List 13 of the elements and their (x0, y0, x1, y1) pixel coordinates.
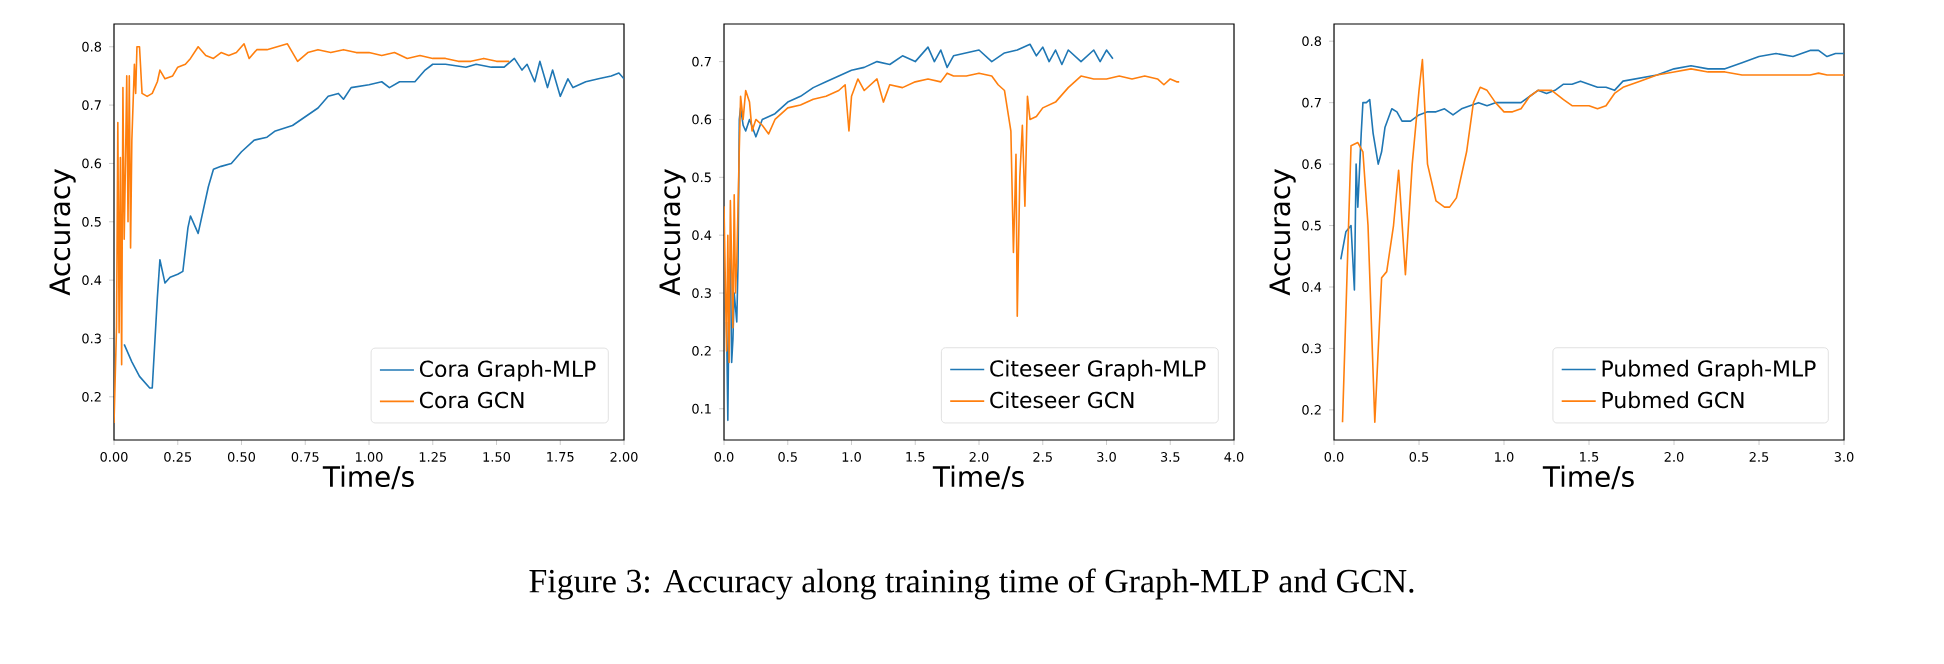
legend-label: Citeseer Graph-MLP (990, 359, 1206, 381)
legend-label: Pubmed GCN (1602, 391, 1744, 409)
y-axis-title: Accuracy (659, 169, 686, 296)
y-axis-title: Accuracy (49, 169, 76, 296)
x-axis-title: Time/s (932, 465, 1024, 490)
legend-label: Cora GCN (419, 391, 524, 409)
caption: Figure 3: Accuracy along training time of Graph-MLP and GCN. (529, 568, 1414, 600)
x-axis-title: Time/s (322, 465, 414, 490)
legend-label: Citeseer GCN (990, 391, 1134, 409)
legend-label: Cora Graph-MLP (419, 360, 596, 382)
x-axis-title: Time/s (1542, 465, 1634, 490)
legend-label: Pubmed Graph-MLP (1602, 359, 1816, 381)
y-axis-title: Accuracy (1269, 169, 1296, 296)
